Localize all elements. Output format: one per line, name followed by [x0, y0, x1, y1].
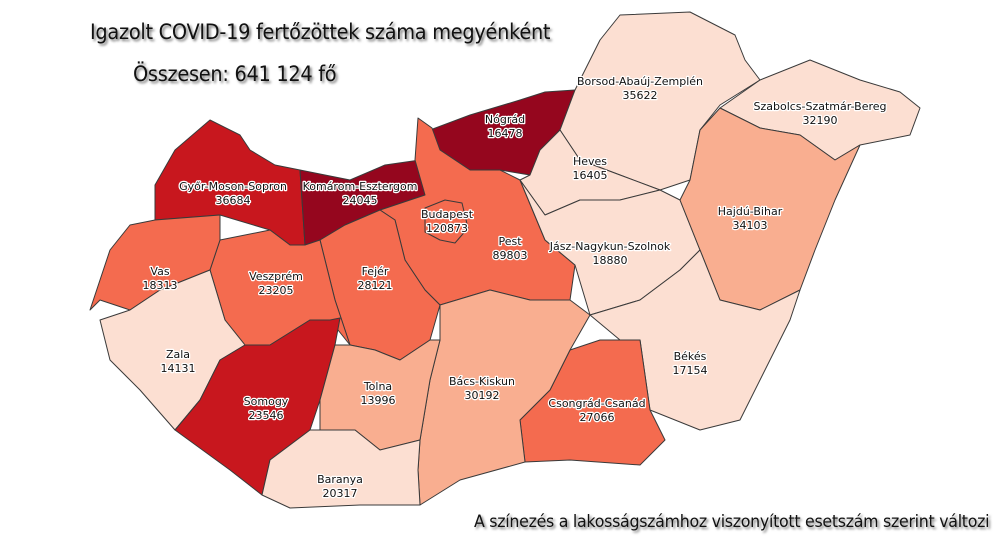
county-name-label: Jász-Nagykun-Szolnok — [549, 240, 671, 253]
county-cases-label: 13996 — [361, 394, 396, 407]
county-cases-label: 18880 — [593, 254, 628, 267]
county-cases-label: 20317 — [323, 487, 358, 500]
county-budapest — [424, 199, 469, 244]
county-cases-label: 27066 — [580, 411, 615, 424]
county-name-label: Békés — [674, 350, 707, 363]
county-cases-label: 35622 — [623, 89, 658, 102]
county-name-label: Fejér — [362, 265, 389, 278]
county-name-label: Heves — [573, 155, 607, 168]
total-cases: Összesen: 641 124 fő — [133, 62, 337, 86]
county-name-label: Borsod-Abaúj-Zemplén — [577, 75, 703, 88]
county-name-label: Budapest — [421, 208, 474, 221]
county-bekes — [589, 249, 801, 431]
county-name-label: Baranya — [317, 473, 363, 486]
county-name-label: Csongrád-Csanád — [548, 397, 645, 410]
county-baranya — [261, 429, 421, 509]
county-name-label: Tolna — [363, 380, 392, 393]
county-cases-label: 120873 — [426, 222, 468, 235]
county-cases-label: 16405 — [573, 169, 608, 182]
county-name-label: Komárom-Esztergom — [303, 180, 418, 193]
county-cases-label: 30192 — [465, 389, 500, 402]
county-name-label: Somogy — [244, 395, 289, 408]
county-name-label: Szabolcs-Szatmár-Bereg — [753, 100, 886, 113]
map-title: Igazolt COVID-19 fertőzöttek száma megyé… — [90, 20, 551, 44]
county-cases-label: 23546 — [249, 409, 284, 422]
county-name-label: Vas — [150, 265, 169, 278]
county-cases-label: 16478 — [488, 127, 523, 140]
county-cases-label: 24045 — [343, 194, 378, 207]
county-cases-label: 32190 — [803, 114, 838, 127]
county-cases-label: 14131 — [161, 362, 196, 375]
county-cases-label: 17154 — [673, 364, 708, 377]
county-cases-label: 28121 — [358, 279, 393, 292]
county-cases-label: 36684 — [216, 194, 251, 207]
county-name-label: Győr-Moson-Sopron — [179, 180, 287, 193]
county-name-label: Bács-Kiskun — [449, 375, 515, 388]
county-name-label: Veszprém — [249, 270, 303, 283]
county-name-label: Zala — [166, 348, 190, 361]
county-name-label: Nógrád — [485, 113, 525, 126]
county-name-label: Pest — [498, 235, 522, 248]
coloring-note: A színezés a lakosságszámhoz viszonyítot… — [474, 512, 990, 532]
county-cases-label: 18313 — [143, 279, 178, 292]
county-cases-label: 34103 — [733, 219, 768, 232]
county-cases-label: 89803 — [493, 249, 528, 262]
county-name-label: Hajdú-Bihar — [718, 205, 783, 218]
county-cases-label: 23205 — [259, 284, 294, 297]
